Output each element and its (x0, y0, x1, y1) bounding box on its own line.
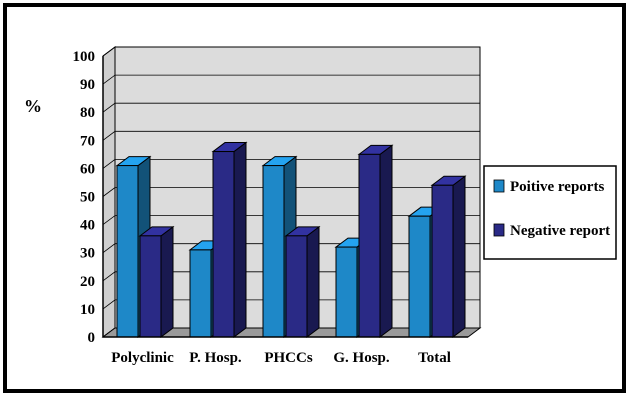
bar-side-face (160, 225, 174, 338)
bar-front-face (139, 235, 162, 338)
y-tick-label: 100 (73, 49, 96, 65)
y-tick-label: 90 (80, 77, 95, 93)
legend-swatch (493, 179, 505, 193)
axes (102, 56, 468, 338)
bar-front-face (189, 249, 212, 338)
legend-label: Poitive reports (510, 179, 604, 195)
bar (138, 225, 175, 338)
x-category-label: Total (418, 350, 451, 366)
x-category-label: PHCCs (264, 350, 312, 366)
bar-side-face (452, 175, 466, 338)
bar-front-face (285, 235, 308, 338)
x-category-label: P. Hosp. (189, 350, 242, 366)
y-tick-label: 20 (80, 274, 95, 290)
y-tick-labels: 0 10 20 30 40 50 60 70 80 90 100 (73, 49, 96, 346)
x-category-label: Polyclinic (111, 350, 174, 366)
y-tick-label: 0 (88, 330, 96, 346)
bar-side-face (306, 225, 320, 338)
y-axis-label: % (24, 96, 42, 116)
y-tick-label: 80 (80, 105, 95, 121)
bar-front-face (431, 184, 454, 338)
gridline (102, 158, 480, 169)
legend-swatch (493, 223, 505, 237)
bars (115, 141, 467, 338)
bar (430, 175, 467, 338)
y-tick-label: 60 (80, 161, 95, 177)
legend-label: Negative report (510, 223, 610, 239)
y-tick-label: 50 (80, 190, 95, 206)
x-category-label: G. Hosp. (333, 350, 390, 366)
y-tick-label: 30 (80, 246, 95, 262)
gridline (102, 74, 480, 85)
bar-front-face (116, 165, 139, 338)
bar-front-face (358, 153, 381, 338)
gridline (102, 215, 480, 225)
x-category-labels: Polyclinic P. Hosp. PHCCs G. Hosp. Total (111, 350, 451, 366)
bar (211, 141, 248, 338)
y-tick-label: 40 (80, 218, 95, 234)
bar-front-face (212, 151, 235, 338)
gridline (102, 130, 480, 141)
legend-box (483, 165, 617, 260)
bar (357, 144, 394, 338)
bar-side-face (233, 141, 247, 338)
gridlines (102, 46, 480, 338)
bar-side-face (379, 144, 393, 338)
y-tick-label: 10 (80, 302, 95, 318)
bar (284, 225, 321, 338)
gridline (102, 187, 480, 197)
bar-front-face (335, 246, 358, 338)
y-tick-label: 70 (80, 133, 95, 149)
bar-front-face (408, 215, 431, 338)
bar-front-face (262, 165, 285, 338)
gridline (102, 46, 480, 57)
gridline (102, 102, 480, 113)
legend: Poitive reports Negative report (483, 165, 617, 260)
